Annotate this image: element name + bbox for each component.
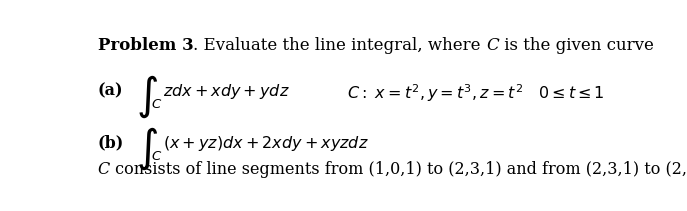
Text: C: C (98, 161, 110, 178)
Text: is the given curve: is the given curve (499, 37, 654, 54)
Text: (b): (b) (98, 134, 124, 151)
Text: . Evaluate the line integral, where: . Evaluate the line integral, where (193, 37, 486, 54)
Text: consists of line segments from (1,0,1) to (2,3,1) and from (2,3,1) to (2,5,2): consists of line segments from (1,0,1) t… (110, 161, 687, 178)
Text: (a): (a) (98, 82, 123, 99)
Text: C: C (486, 37, 499, 54)
Text: $C\mathrm{:}\ x = t^2, y = t^3, z = t^2 \quad 0 \leq t \leq 1$: $C\mathrm{:}\ x = t^2, y = t^3, z = t^2 … (347, 82, 605, 104)
Text: Problem 3: Problem 3 (98, 37, 193, 54)
Text: $zdx + xdy + ydz$: $zdx + xdy + ydz$ (163, 82, 290, 101)
Text: $\int$: $\int$ (137, 74, 159, 120)
Text: $\int$: $\int$ (137, 126, 159, 172)
Text: $C$: $C$ (151, 98, 163, 111)
Text: $(x + yz)dx + 2xdy + xyzdz$: $(x + yz)dx + 2xdy + xyzdz$ (163, 134, 369, 153)
Text: $C$: $C$ (151, 150, 163, 164)
